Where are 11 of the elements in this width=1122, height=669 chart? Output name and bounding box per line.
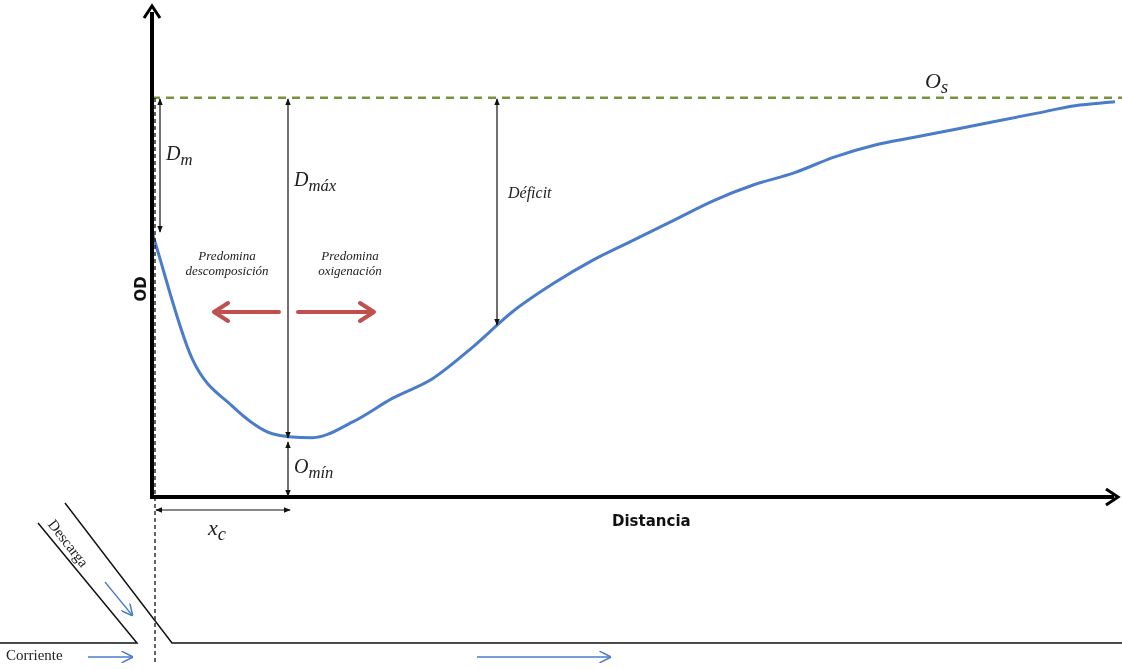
ref-line-label: O$_{s}$ <box>925 67 949 99</box>
annotation: Predomina descomposición <box>184 248 270 279</box>
annotation: D$_{máx}$ <box>294 168 337 196</box>
y-axis-title: OD <box>131 276 150 302</box>
annotation: Déficit <box>508 184 552 203</box>
text: x$_{c}$ <box>208 515 226 546</box>
x-axis-title: Distancia <box>612 512 691 530</box>
annotation: Predomina oxigenación <box>317 248 383 279</box>
annotation: D$_{m}$ <box>166 142 193 170</box>
text: Corriente <box>6 647 63 665</box>
annotation: O$_{mín}$ <box>294 455 334 483</box>
